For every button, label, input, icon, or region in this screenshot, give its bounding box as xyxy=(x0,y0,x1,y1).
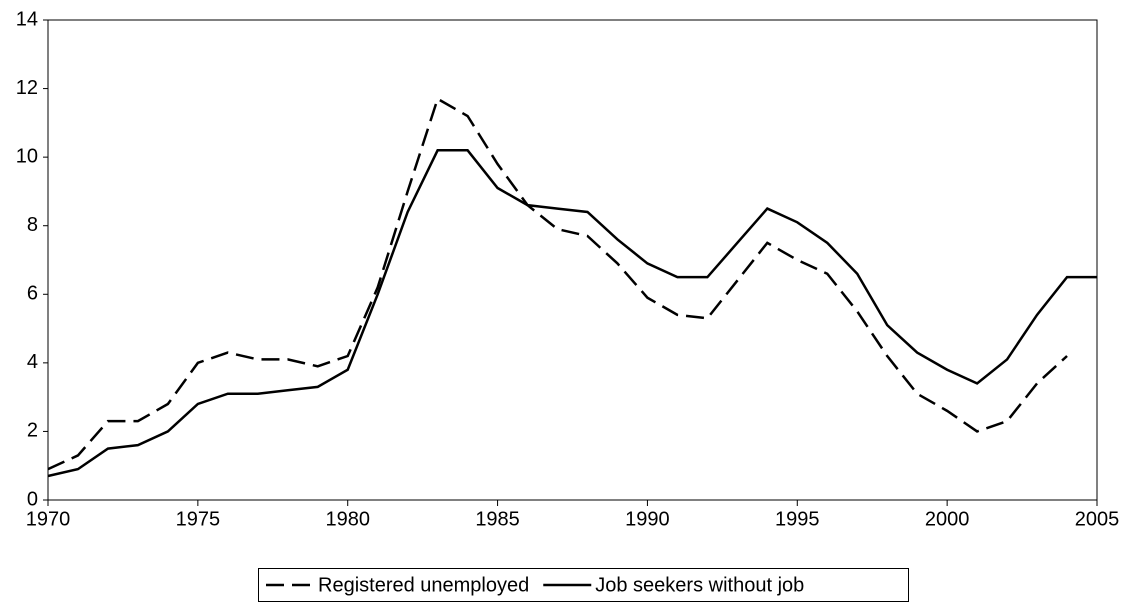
x-tick-label: 1985 xyxy=(475,508,520,530)
x-tick-label: 1995 xyxy=(775,508,820,530)
plot-frame xyxy=(47,19,1098,501)
legend-label: Job seekers without job xyxy=(595,574,804,596)
x-tick-label: 1980 xyxy=(325,508,370,530)
x-tick-label: 1990 xyxy=(625,508,670,530)
series-line xyxy=(47,149,1097,478)
y-tick-label: 8 xyxy=(27,214,38,236)
x-tick-label: 1975 xyxy=(176,508,221,530)
y-tick-label: 14 xyxy=(16,8,38,30)
y-tick-label: 4 xyxy=(27,351,38,373)
x-tick-label: 1970 xyxy=(26,508,71,530)
y-tick-label: 10 xyxy=(16,145,38,167)
x-tick-label: 2000 xyxy=(925,508,970,530)
legend-label: Registered unemployed xyxy=(318,574,529,596)
y-tick-label: 0 xyxy=(27,488,38,510)
series-line xyxy=(47,97,1068,471)
y-tick-label: 12 xyxy=(16,77,38,99)
y-tick-label: 6 xyxy=(27,283,38,305)
x-tick-label: 2005 xyxy=(1075,508,1120,530)
y-tick-label: 2 xyxy=(27,420,38,442)
